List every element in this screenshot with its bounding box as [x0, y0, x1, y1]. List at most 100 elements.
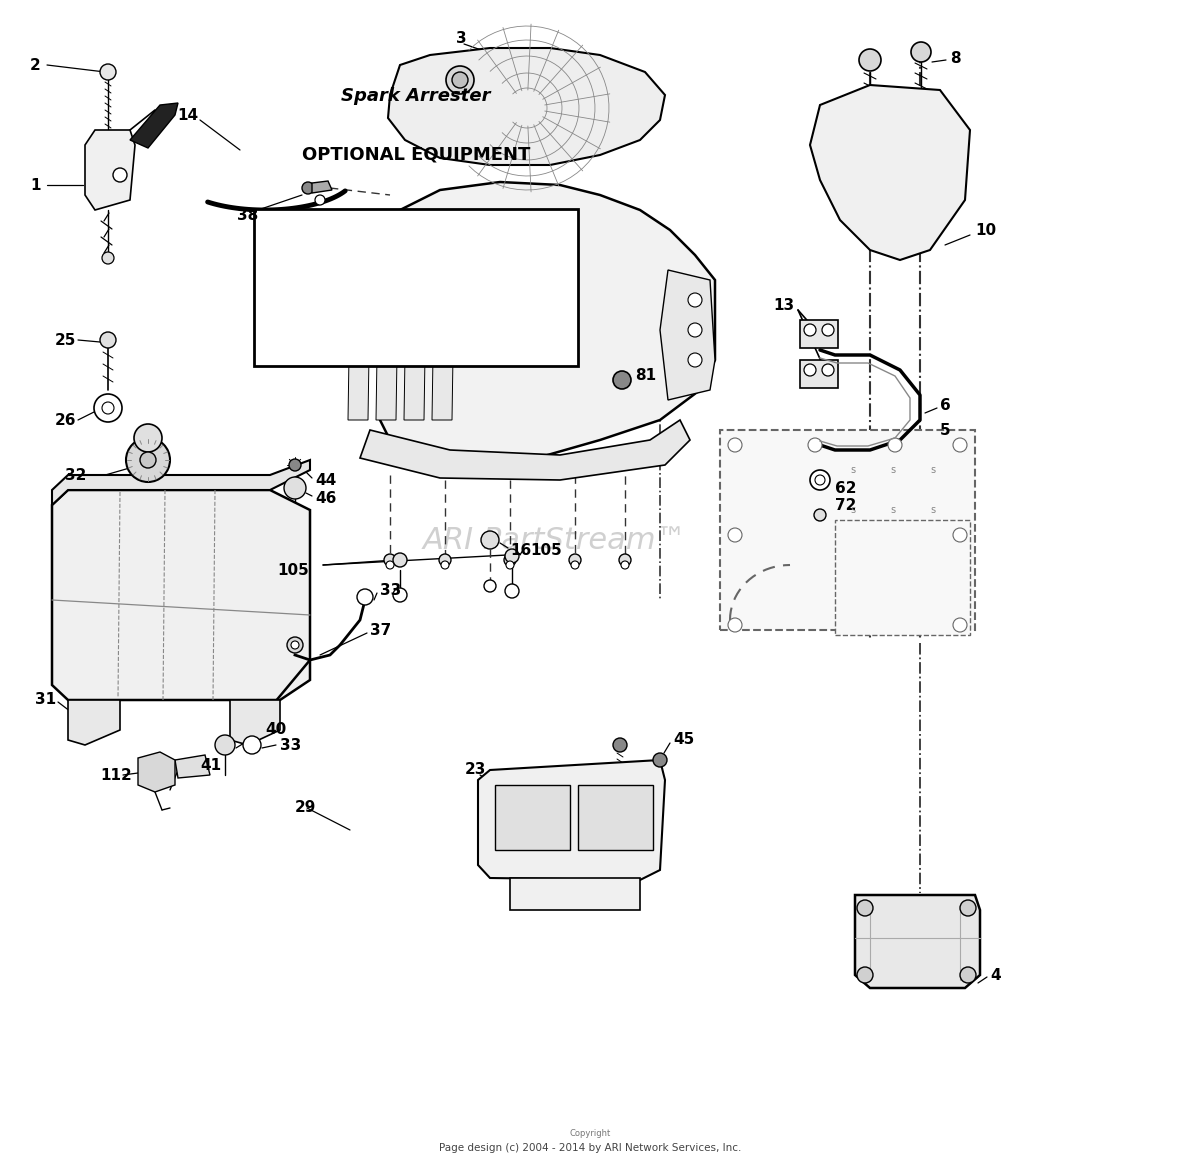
Circle shape — [612, 371, 631, 389]
Circle shape — [386, 561, 394, 569]
Circle shape — [822, 364, 834, 376]
Circle shape — [94, 394, 122, 422]
Circle shape — [728, 528, 742, 541]
Text: 105: 105 — [530, 543, 562, 558]
Circle shape — [289, 459, 301, 471]
Polygon shape — [348, 290, 371, 419]
Text: 23: 23 — [465, 762, 486, 777]
Circle shape — [113, 168, 127, 182]
Circle shape — [126, 438, 170, 482]
Bar — [494, 786, 570, 849]
Polygon shape — [315, 182, 715, 465]
Circle shape — [140, 452, 156, 468]
Polygon shape — [52, 490, 310, 700]
Circle shape — [621, 561, 629, 569]
Bar — [254, 209, 578, 366]
Text: ARI PartStream™: ARI PartStream™ — [422, 526, 687, 554]
Bar — [800, 360, 838, 388]
Text: s: s — [850, 465, 856, 475]
Circle shape — [809, 469, 830, 490]
Text: 29: 29 — [295, 801, 316, 816]
Polygon shape — [138, 752, 175, 792]
Circle shape — [135, 424, 162, 452]
Circle shape — [857, 901, 873, 916]
Polygon shape — [68, 700, 120, 745]
Text: 46: 46 — [315, 490, 336, 505]
Polygon shape — [432, 290, 454, 419]
Circle shape — [953, 618, 966, 632]
Circle shape — [506, 561, 514, 569]
Circle shape — [688, 323, 702, 337]
Text: s: s — [930, 505, 935, 515]
Text: s: s — [890, 505, 896, 515]
Circle shape — [569, 554, 581, 566]
Circle shape — [859, 49, 881, 71]
Polygon shape — [388, 48, 666, 165]
Polygon shape — [312, 181, 332, 193]
Circle shape — [804, 364, 817, 376]
Text: 112: 112 — [100, 767, 132, 782]
Text: 10: 10 — [975, 222, 996, 237]
Polygon shape — [52, 460, 310, 505]
Circle shape — [505, 584, 519, 598]
Circle shape — [953, 438, 966, 452]
Circle shape — [571, 561, 579, 569]
Circle shape — [857, 967, 873, 983]
Circle shape — [653, 753, 667, 767]
Polygon shape — [360, 419, 690, 480]
Text: 38: 38 — [237, 208, 258, 222]
Text: 2: 2 — [30, 57, 41, 72]
Text: 40: 40 — [266, 723, 287, 738]
Circle shape — [384, 554, 396, 566]
Text: 5: 5 — [940, 423, 951, 438]
Text: Copyright: Copyright — [570, 1129, 610, 1139]
Polygon shape — [660, 270, 715, 400]
Circle shape — [728, 618, 742, 632]
Text: 4: 4 — [990, 968, 1001, 983]
Text: 33: 33 — [280, 738, 301, 753]
Text: 14: 14 — [177, 108, 198, 122]
Circle shape — [100, 332, 116, 347]
Circle shape — [612, 738, 627, 752]
Circle shape — [808, 438, 822, 452]
Text: 1: 1 — [30, 178, 40, 193]
Circle shape — [822, 324, 834, 336]
Polygon shape — [175, 755, 210, 779]
Text: 62: 62 — [835, 481, 857, 495]
Bar — [720, 430, 975, 630]
Circle shape — [814, 509, 826, 521]
Text: 45: 45 — [673, 732, 694, 747]
Circle shape — [688, 353, 702, 367]
Circle shape — [101, 402, 114, 414]
Text: 13: 13 — [773, 297, 794, 313]
Text: 25: 25 — [55, 332, 77, 347]
Text: OPTIONAL EQUIPMENT: OPTIONAL EQUIPMENT — [302, 145, 530, 163]
Circle shape — [358, 589, 373, 605]
Circle shape — [728, 438, 742, 452]
Text: 105: 105 — [277, 562, 309, 578]
Circle shape — [815, 475, 825, 485]
Text: 41: 41 — [199, 758, 221, 773]
Circle shape — [961, 901, 976, 916]
Text: 37: 37 — [371, 623, 392, 638]
Circle shape — [620, 554, 631, 566]
Circle shape — [215, 736, 235, 755]
Polygon shape — [856, 895, 981, 988]
Bar — [578, 786, 653, 849]
Text: 8: 8 — [950, 50, 961, 65]
Text: s: s — [930, 465, 935, 475]
Circle shape — [911, 42, 931, 62]
Polygon shape — [404, 290, 426, 419]
Text: 81: 81 — [635, 367, 656, 382]
Circle shape — [804, 324, 817, 336]
Circle shape — [243, 736, 261, 754]
Text: 31: 31 — [35, 693, 57, 708]
Text: 16: 16 — [510, 543, 531, 558]
Text: 32: 32 — [65, 467, 86, 482]
Text: s: s — [850, 505, 856, 515]
Circle shape — [953, 528, 966, 541]
Polygon shape — [230, 700, 280, 745]
Bar — [835, 521, 970, 634]
Polygon shape — [478, 760, 666, 880]
Circle shape — [287, 637, 303, 653]
